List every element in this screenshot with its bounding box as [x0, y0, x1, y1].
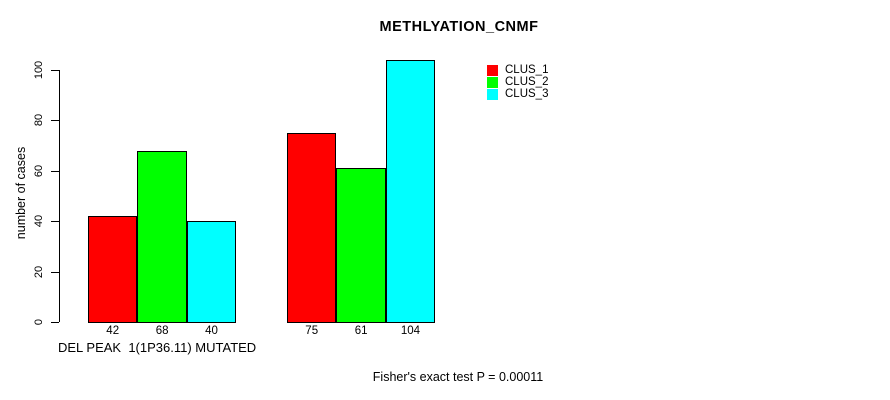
y-axis-tick: [51, 322, 59, 323]
legend-swatch-icon: [487, 89, 498, 100]
legend-swatch-icon: [487, 77, 498, 88]
bar-clus_3-group-1: [186, 221, 237, 323]
chart-title: METHLYATION_CNMF: [379, 19, 539, 35]
bar-value-label: 40: [205, 325, 218, 337]
legend-swatch-icon: [487, 65, 498, 76]
y-axis-tick: [51, 221, 59, 223]
x-axis-label: DEL PEAK 1(1P36.11) MUTATED: [58, 340, 257, 355]
bar-value-label: 61: [354, 325, 368, 337]
bar-clus_1-group-1: [88, 216, 138, 323]
bar-value-label: 75: [305, 325, 319, 337]
y-axis-tick: [51, 120, 59, 122]
bar-clus_2-group-1: [137, 150, 187, 323]
legend-item-clus_2: CLUS_2: [487, 76, 549, 88]
legend-item-clus_3: CLUS_3: [487, 88, 549, 100]
y-axis-tick: [51, 271, 59, 273]
y-axis-tick-label: 20: [33, 265, 45, 278]
bar-value-label: 68: [155, 325, 169, 337]
bar-clus_2-group-2: [336, 168, 386, 323]
legend-label: CLUS_2: [505, 76, 549, 88]
y-axis-tick-label: 0: [33, 318, 45, 326]
y-axis-line: [59, 70, 60, 322]
legend-label: CLUS_3: [505, 88, 549, 100]
y-axis-tick: [51, 170, 59, 172]
stats-annotation: Fisher's exact test P = 0.00011: [372, 370, 544, 384]
bar-value-label: 42: [106, 325, 120, 337]
bar-value-label: 104: [400, 325, 421, 337]
bar-clus_3-group-2: [385, 59, 436, 323]
legend-item-clus_1: CLUS_1: [487, 64, 549, 76]
bar-clus_1-group-2: [287, 133, 337, 323]
y-axis-tick-label: 40: [33, 215, 45, 228]
y-axis-label: number of cases: [14, 146, 28, 240]
y-axis-tick-label: 100: [33, 60, 45, 80]
legend: CLUS_1 CLUS_2 CLUS_3: [487, 64, 549, 100]
y-axis-tick: [51, 70, 59, 71]
legend-label: CLUS_1: [505, 64, 549, 76]
y-axis-tick-label: 80: [33, 114, 45, 127]
y-axis-tick-label: 60: [33, 164, 45, 177]
